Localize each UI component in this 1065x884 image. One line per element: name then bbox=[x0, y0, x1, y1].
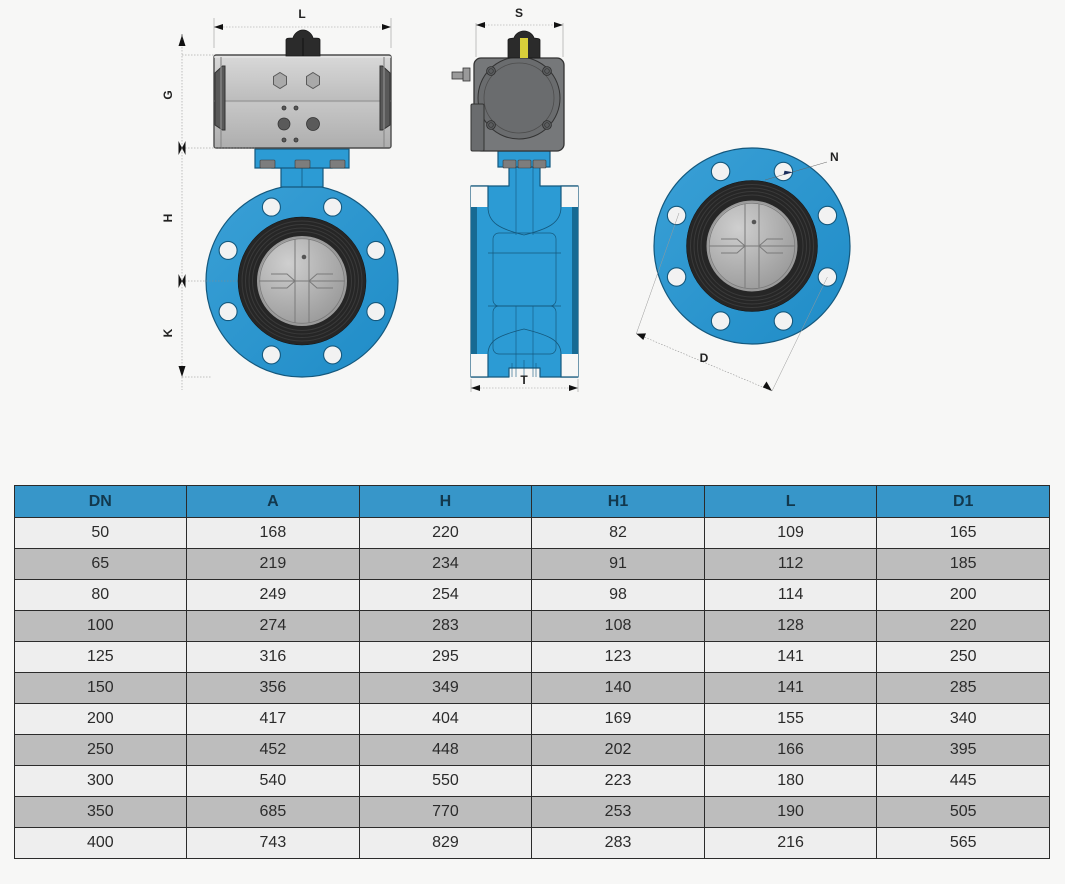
svg-text:T: T bbox=[520, 373, 528, 387]
svg-text:L: L bbox=[298, 7, 305, 21]
svg-text:K: K bbox=[161, 328, 175, 337]
svg-text:D: D bbox=[700, 351, 709, 365]
svg-text:N: N bbox=[830, 150, 839, 164]
svg-text:H: H bbox=[161, 214, 175, 223]
svg-text:G: G bbox=[161, 90, 175, 99]
svg-text:S: S bbox=[515, 6, 523, 20]
